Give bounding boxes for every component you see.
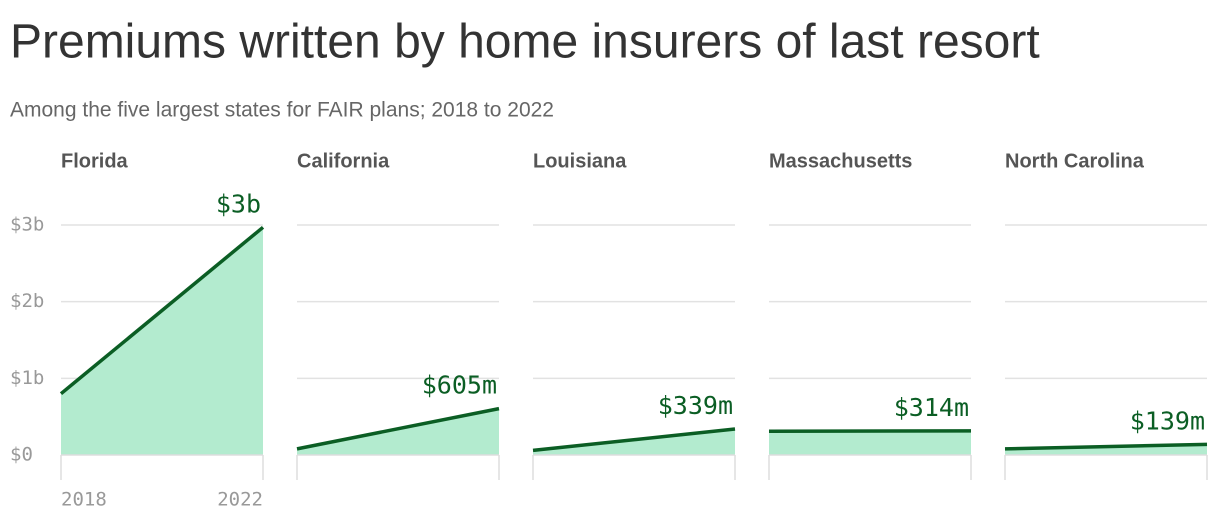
y-tick-label: $2b [10,290,44,312]
panel-title: Florida [61,150,129,172]
chart-subtitle: Among the five largest states for FAIR p… [10,99,554,122]
panel-title: California [297,150,390,172]
y-tick-label: $1b [10,367,44,389]
area [61,227,263,455]
value-label: $139m [1130,406,1205,435]
y-tick-label: $3b [10,214,44,236]
line [296,406,500,451]
chart-title: Premiums written by home insurers of las… [10,16,1040,69]
x-tick-label: 2022 [217,489,263,511]
line [1004,442,1208,451]
value-label: $605m [422,371,497,400]
x-tick-label: 2018 [61,489,107,511]
line [532,427,736,453]
y-tick-label: $0 [10,444,33,466]
line [59,225,265,396]
value-label: $339m [658,391,733,420]
panel-title: North Carolina [1005,150,1145,172]
area [769,430,971,455]
panel-title: Massachusetts [769,150,912,172]
value-label: $3b [216,189,261,218]
value-label: $314m [894,393,969,422]
panel-title: Louisiana [533,150,627,172]
